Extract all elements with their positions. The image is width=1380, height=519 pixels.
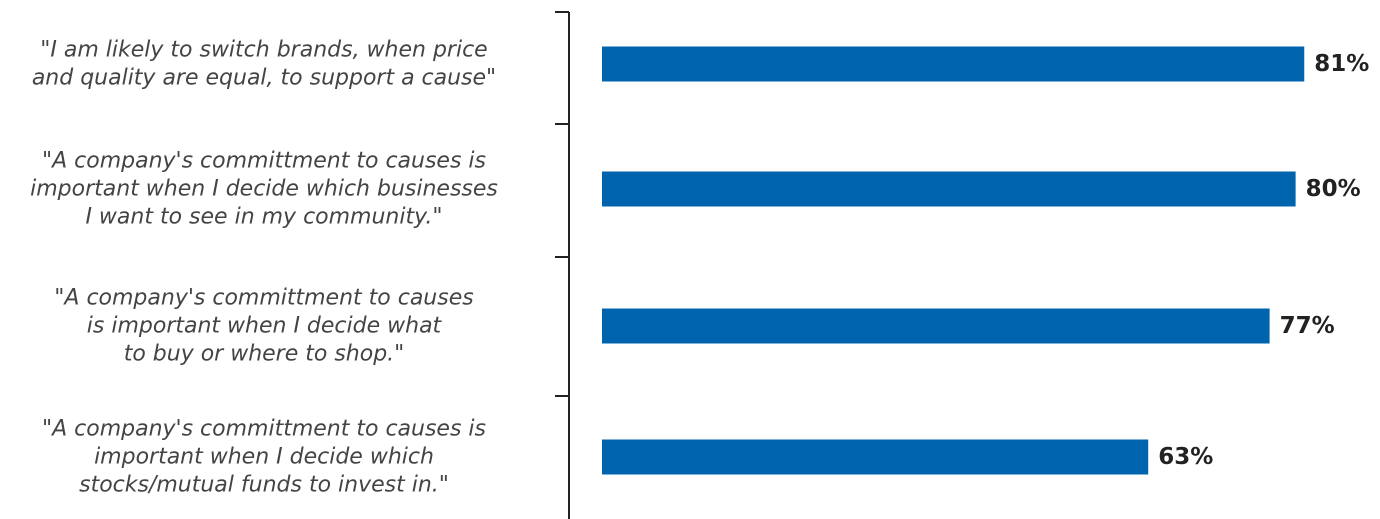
category-label-line: stocks/mutual funds to invest in." bbox=[79, 473, 449, 498]
bar bbox=[602, 171, 1296, 207]
category-label-line: "A company's committment to causes bbox=[54, 286, 473, 311]
category-label-line: "I am likely to switch brands, when pric… bbox=[40, 38, 487, 63]
value-label: 77% bbox=[1280, 313, 1335, 339]
category-label-line: is important when I decide what bbox=[87, 314, 443, 339]
category-label-line: important when I decide which bbox=[94, 445, 434, 470]
value-label: 80% bbox=[1306, 176, 1361, 202]
category-axis bbox=[555, 11, 570, 519]
value-labels: 81% 80% 77% 63% bbox=[1158, 51, 1369, 470]
category-label-line: "A company's committment to causes is bbox=[42, 149, 486, 174]
category-label-line: important when I decide which businesses bbox=[30, 177, 498, 202]
bars bbox=[602, 46, 1305, 475]
category-labels: "I am likely to switch brands, when pric… bbox=[30, 38, 498, 498]
category-label-line: "A company's committment to causes is bbox=[42, 417, 486, 442]
category-label: "A company's committment to causes is imp… bbox=[30, 149, 498, 230]
category-label-line: to buy or where to shop." bbox=[124, 342, 405, 367]
category-label: "A company's committment to causes is imp… bbox=[42, 417, 486, 498]
bar bbox=[602, 439, 1149, 475]
bar bbox=[602, 46, 1305, 82]
value-label: 81% bbox=[1314, 51, 1369, 77]
category-label: "I am likely to switch brands, when pric… bbox=[32, 38, 496, 91]
value-label: 63% bbox=[1158, 444, 1213, 470]
category-label-line: I want to see in my community." bbox=[85, 205, 442, 230]
category-label-line: and quality are equal, to support a caus… bbox=[32, 66, 496, 91]
bar bbox=[602, 308, 1270, 344]
category-label: "A company's committment to causes is imp… bbox=[54, 286, 473, 367]
